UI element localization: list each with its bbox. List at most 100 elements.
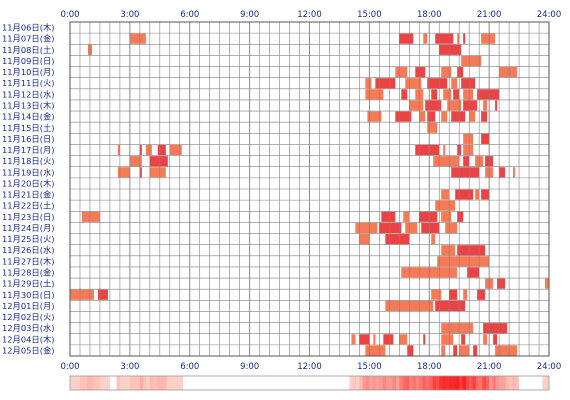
activity-bar	[481, 111, 488, 122]
summary-cell	[149, 376, 154, 390]
summary-cell	[402, 376, 407, 390]
activity-bar	[441, 211, 452, 222]
activity-bar	[443, 144, 446, 156]
summary-cell	[296, 376, 300, 390]
summary-cell	[449, 376, 453, 390]
row-label: 11月26日(水)	[2, 245, 54, 255]
summary-cell	[126, 376, 131, 390]
summary-cell	[542, 376, 546, 390]
row-label: 11月10日(月)	[2, 67, 54, 77]
summary-cell	[376, 376, 380, 390]
activity-bar	[375, 78, 396, 89]
activity-bar	[145, 144, 152, 156]
x-tick-label-bottom: 21:00	[477, 362, 502, 372]
activity-bar	[441, 323, 474, 334]
activity-bar	[435, 300, 466, 311]
activity-bar	[149, 156, 168, 167]
summary-cell	[326, 376, 330, 390]
summary-cell	[203, 376, 207, 390]
activity-bar	[495, 345, 518, 356]
summary-cell	[226, 376, 230, 390]
summary-cell	[106, 376, 111, 390]
summary-cell	[236, 376, 240, 390]
summary-cell	[186, 376, 191, 390]
summary-cell	[242, 376, 247, 390]
summary-cell	[146, 376, 151, 390]
row-label: 11月23日(日)	[2, 212, 54, 222]
activity-bar	[461, 78, 476, 89]
activity-bar	[431, 234, 436, 245]
summary-cell	[505, 376, 510, 390]
activity-bar	[481, 189, 490, 200]
summary-cell	[489, 376, 493, 390]
x-tick-label-top: 9:00	[240, 10, 259, 20]
x-tick-label-top: 3:00	[120, 10, 139, 20]
summary-cell	[166, 376, 171, 390]
summary-cell	[169, 376, 174, 390]
activity-bar	[461, 334, 466, 345]
activity-bar	[441, 67, 452, 78]
activity-bar	[419, 111, 426, 122]
activity-bar	[463, 133, 474, 144]
summary-cell	[292, 376, 297, 390]
summary-cell	[415, 376, 420, 390]
summary-cell	[129, 376, 134, 390]
summary-cell	[266, 376, 270, 390]
summary-cell	[156, 376, 161, 390]
summary-cell	[189, 376, 194, 390]
summary-cell	[229, 376, 234, 390]
summary-cell	[276, 376, 280, 390]
summary-cell	[462, 376, 467, 390]
summary-cell	[472, 376, 477, 390]
summary-cell	[249, 376, 254, 390]
summary-cell	[306, 376, 310, 390]
summary-cell	[349, 376, 354, 390]
summary-cell	[176, 376, 181, 390]
summary-cell	[133, 376, 137, 390]
summary-cell	[495, 376, 500, 390]
summary-cell	[382, 376, 387, 390]
summary-cell	[109, 376, 114, 390]
summary-cell	[199, 376, 204, 390]
summary-cell	[70, 376, 74, 390]
row-label: 11月27日(木)	[2, 256, 54, 266]
activity-bar	[359, 334, 370, 345]
activity-bar	[441, 245, 456, 256]
summary-cell	[163, 376, 167, 390]
summary-cell	[379, 376, 383, 390]
activity-bar	[423, 334, 426, 345]
summary-cell	[502, 376, 507, 390]
summary-cell	[459, 376, 463, 390]
summary-cell	[73, 376, 77, 390]
summary-cell	[429, 376, 433, 390]
x-tick-label-top: 21:00	[477, 10, 502, 20]
row-label: 11月13日(木)	[2, 101, 54, 111]
summary-cell	[193, 376, 197, 390]
row-label: 11月28日(金)	[2, 268, 54, 278]
row-label: 11月08日(土)	[2, 45, 54, 55]
summary-cell	[522, 376, 527, 390]
row-label: 12月04日(木)	[2, 334, 54, 344]
row-label: 11月17日(月)	[2, 145, 54, 155]
activity-bar	[457, 67, 464, 78]
activity-bar	[157, 144, 166, 156]
activity-bar	[497, 278, 506, 289]
summary-cell	[322, 376, 327, 390]
activity-bar	[477, 289, 486, 300]
x-tick-label-bottom: 0:00	[60, 362, 79, 372]
summary-cell	[83, 376, 87, 390]
summary-cell	[442, 376, 447, 390]
summary-cell	[216, 376, 220, 390]
activity-bar	[493, 334, 498, 345]
row-label: 11月19日(水)	[2, 167, 54, 177]
summary-cell	[475, 376, 480, 390]
activity-bar	[463, 100, 478, 111]
activity-bar	[399, 33, 414, 44]
activity-bar	[365, 345, 386, 356]
summary-cell	[535, 376, 540, 390]
activity-bar	[421, 222, 440, 234]
row-label: 11月20日(木)	[2, 178, 54, 188]
activity-bar	[483, 100, 488, 111]
summary-cell	[259, 376, 264, 390]
